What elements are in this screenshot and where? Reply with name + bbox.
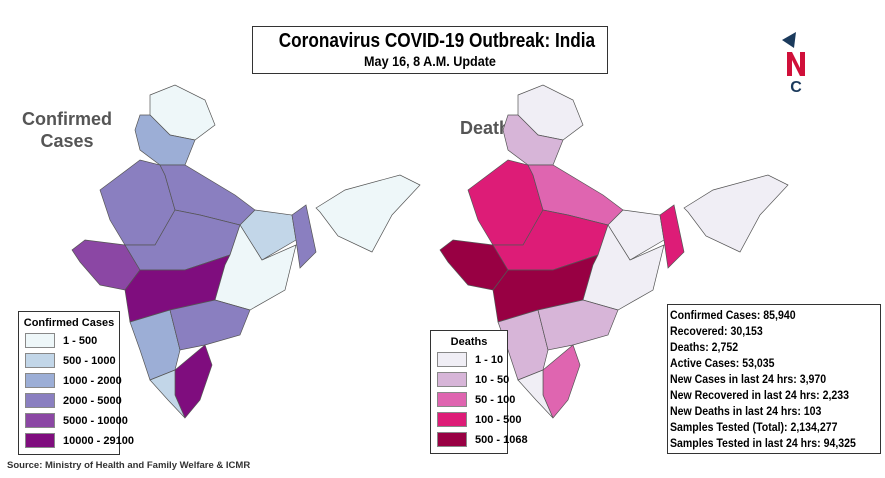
stat-line: Deaths: 2,752 bbox=[670, 340, 739, 354]
legend-swatch bbox=[25, 353, 55, 368]
region-west-bengal bbox=[659, 204, 685, 269]
cases-legend-item: 1 - 500 bbox=[25, 333, 119, 348]
legend-label: 10 - 50 bbox=[475, 373, 510, 386]
cases-legend-item: 5000 - 10000 bbox=[25, 413, 128, 428]
page-subtitle: May 16, 8 A.M. Update bbox=[364, 53, 496, 69]
legend-swatch bbox=[25, 393, 55, 408]
region-west-bengal bbox=[291, 204, 317, 269]
deaths-legend-item: 10 - 50 bbox=[437, 372, 510, 387]
legend-swatch bbox=[437, 412, 467, 427]
legend-label: 1000 - 2000 bbox=[63, 374, 122, 387]
cases-legend-item: 1000 - 2000 bbox=[25, 373, 122, 388]
cases-map-label: Confirmed Cases bbox=[22, 108, 112, 152]
nc-logo: C bbox=[782, 32, 805, 96]
stat-line: Samples Tested (Total): 2,134,277 bbox=[670, 420, 838, 434]
deaths-legend-item: 100 - 500 bbox=[437, 412, 521, 427]
stat-line: Active Cases: 53,035 bbox=[670, 356, 775, 370]
region-northeast bbox=[315, 174, 421, 253]
legend-label: 2000 - 5000 bbox=[63, 394, 122, 407]
legend-swatch bbox=[437, 432, 467, 447]
cases-legend-item: 2000 - 5000 bbox=[25, 393, 122, 408]
legend-label: 100 - 500 bbox=[475, 413, 522, 426]
region-bihar-jharkhand bbox=[239, 209, 297, 261]
cases-legend-title: Confirmed Cases bbox=[23, 317, 115, 329]
region-bihar-jharkhand bbox=[607, 209, 665, 261]
legend-swatch bbox=[437, 372, 467, 387]
region-central-east bbox=[214, 224, 297, 311]
stat-line: New Recovered in last 24 hrs: 2,233 bbox=[670, 388, 850, 402]
legend-swatch bbox=[25, 413, 55, 428]
legend-swatch bbox=[25, 373, 55, 388]
stats-box: Confirmed Cases: 85,940 Recovered: 30,153… bbox=[667, 304, 881, 454]
legend-label: 5000 - 10000 bbox=[63, 414, 128, 427]
stat-line: Confirmed Cases: 85,940 bbox=[670, 308, 796, 322]
legend-label: 500 - 1068 bbox=[475, 433, 528, 446]
region-northeast bbox=[683, 174, 789, 253]
legend-swatch bbox=[437, 352, 467, 367]
cases-label-line1: Confirmed bbox=[22, 109, 112, 129]
region-kerala bbox=[149, 369, 186, 419]
cases-label-line2: Cases bbox=[40, 131, 94, 151]
title-box: Coronavirus COVID-19 Outbreak: India May… bbox=[252, 26, 608, 74]
region-telangana-andhra bbox=[169, 299, 251, 351]
legend-swatch bbox=[25, 333, 55, 348]
stat-line: New Cases in last 24 hrs: 3,970 bbox=[670, 372, 827, 386]
legend-swatch bbox=[25, 433, 55, 448]
deaths-legend-item: 500 - 1068 bbox=[437, 432, 528, 447]
deaths-legend: Deaths 1 - 10 10 - 50 50 - 100 100 - 500 500… bbox=[430, 330, 528, 454]
region-kerala bbox=[517, 369, 554, 419]
deaths-legend-item: 50 - 100 bbox=[437, 392, 515, 407]
legend-label: 50 - 100 bbox=[475, 393, 516, 406]
legend-label: 10000 - 29100 bbox=[63, 434, 134, 447]
cases-legend: Confirmed Cases 1 - 500 500 - 1000 1000 - … bbox=[18, 311, 134, 455]
deaths-map bbox=[439, 84, 789, 419]
region-central-east bbox=[582, 224, 665, 311]
cases-legend-item: 10000 - 29100 bbox=[25, 433, 134, 448]
legend-label: 1 - 500 bbox=[63, 334, 98, 347]
stat-line: Recovered: 30,153 bbox=[670, 324, 763, 338]
region-telangana-andhra bbox=[537, 299, 619, 351]
cases-map bbox=[71, 84, 421, 419]
cases-legend-item: 500 - 1000 bbox=[25, 353, 119, 368]
page-title: Coronavirus COVID-19 Outbreak: India bbox=[278, 30, 596, 52]
stat-line: New Deaths in last 24 hrs: 103 bbox=[670, 404, 822, 418]
source-note: Source: Ministry of Health and Family We… bbox=[7, 460, 251, 471]
deaths-legend-title: Deaths bbox=[450, 336, 488, 348]
stat-line: Samples Tested in last 24 hrs: 94,325 bbox=[670, 436, 856, 450]
deaths-legend-item: 1 - 10 bbox=[437, 352, 507, 367]
legend-swatch bbox=[437, 392, 467, 407]
legend-label: 1 - 10 bbox=[475, 353, 504, 366]
svg-text:C: C bbox=[790, 79, 802, 96]
legend-label: 500 - 1000 bbox=[63, 354, 116, 367]
